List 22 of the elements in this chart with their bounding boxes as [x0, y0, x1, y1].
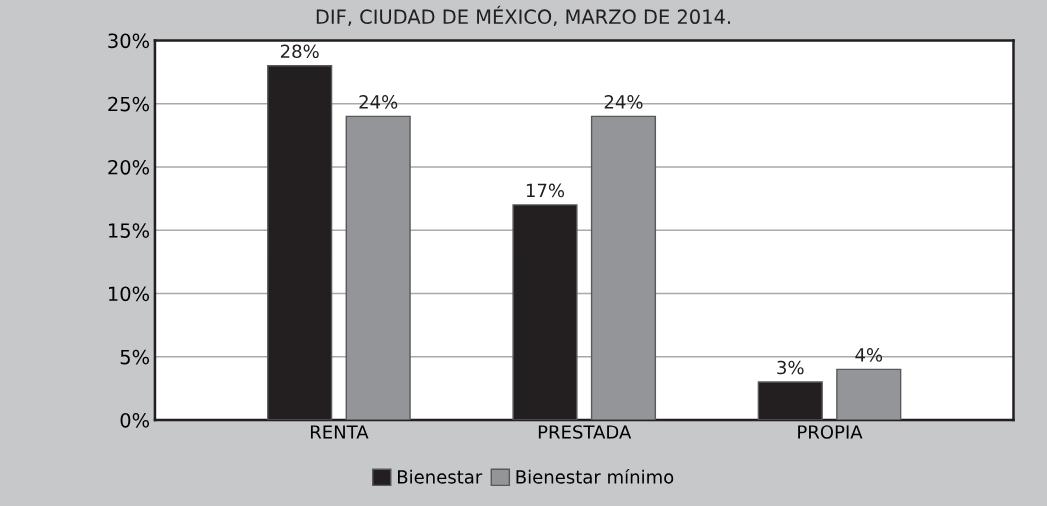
y-tick-label: 0% — [120, 412, 150, 428]
bar — [345, 115, 411, 420]
data-label: 28% — [280, 44, 319, 59]
data-label: 24% — [359, 95, 398, 109]
x-tick-label: PRESTADA — [538, 425, 632, 439]
y-tick-label: 30% — [108, 33, 150, 49]
legend-label: Bienestar mínimo — [516, 469, 674, 484]
y-tick-label: 25% — [108, 96, 150, 112]
y-tick-label: 10% — [109, 286, 150, 302]
x-tick-label: RENTA — [310, 425, 369, 439]
y-tick-label: 5% — [120, 349, 150, 365]
x-tick-label: PROPIA — [798, 425, 863, 439]
chart-title: DIF, CIUDAD DE MÉXICO, MARZO DE 2014. — [316, 5, 730, 27]
data-label: 3% — [777, 360, 804, 375]
y-tick-label: 20% — [108, 159, 150, 175]
y-tick-label: 15% — [109, 223, 150, 238]
data-label: 24% — [604, 95, 643, 109]
legend-label: Bienestar — [398, 469, 483, 484]
bar — [836, 368, 902, 420]
data-label: 4% — [855, 348, 883, 362]
data-label: 17% — [526, 183, 565, 198]
bar — [590, 115, 657, 420]
